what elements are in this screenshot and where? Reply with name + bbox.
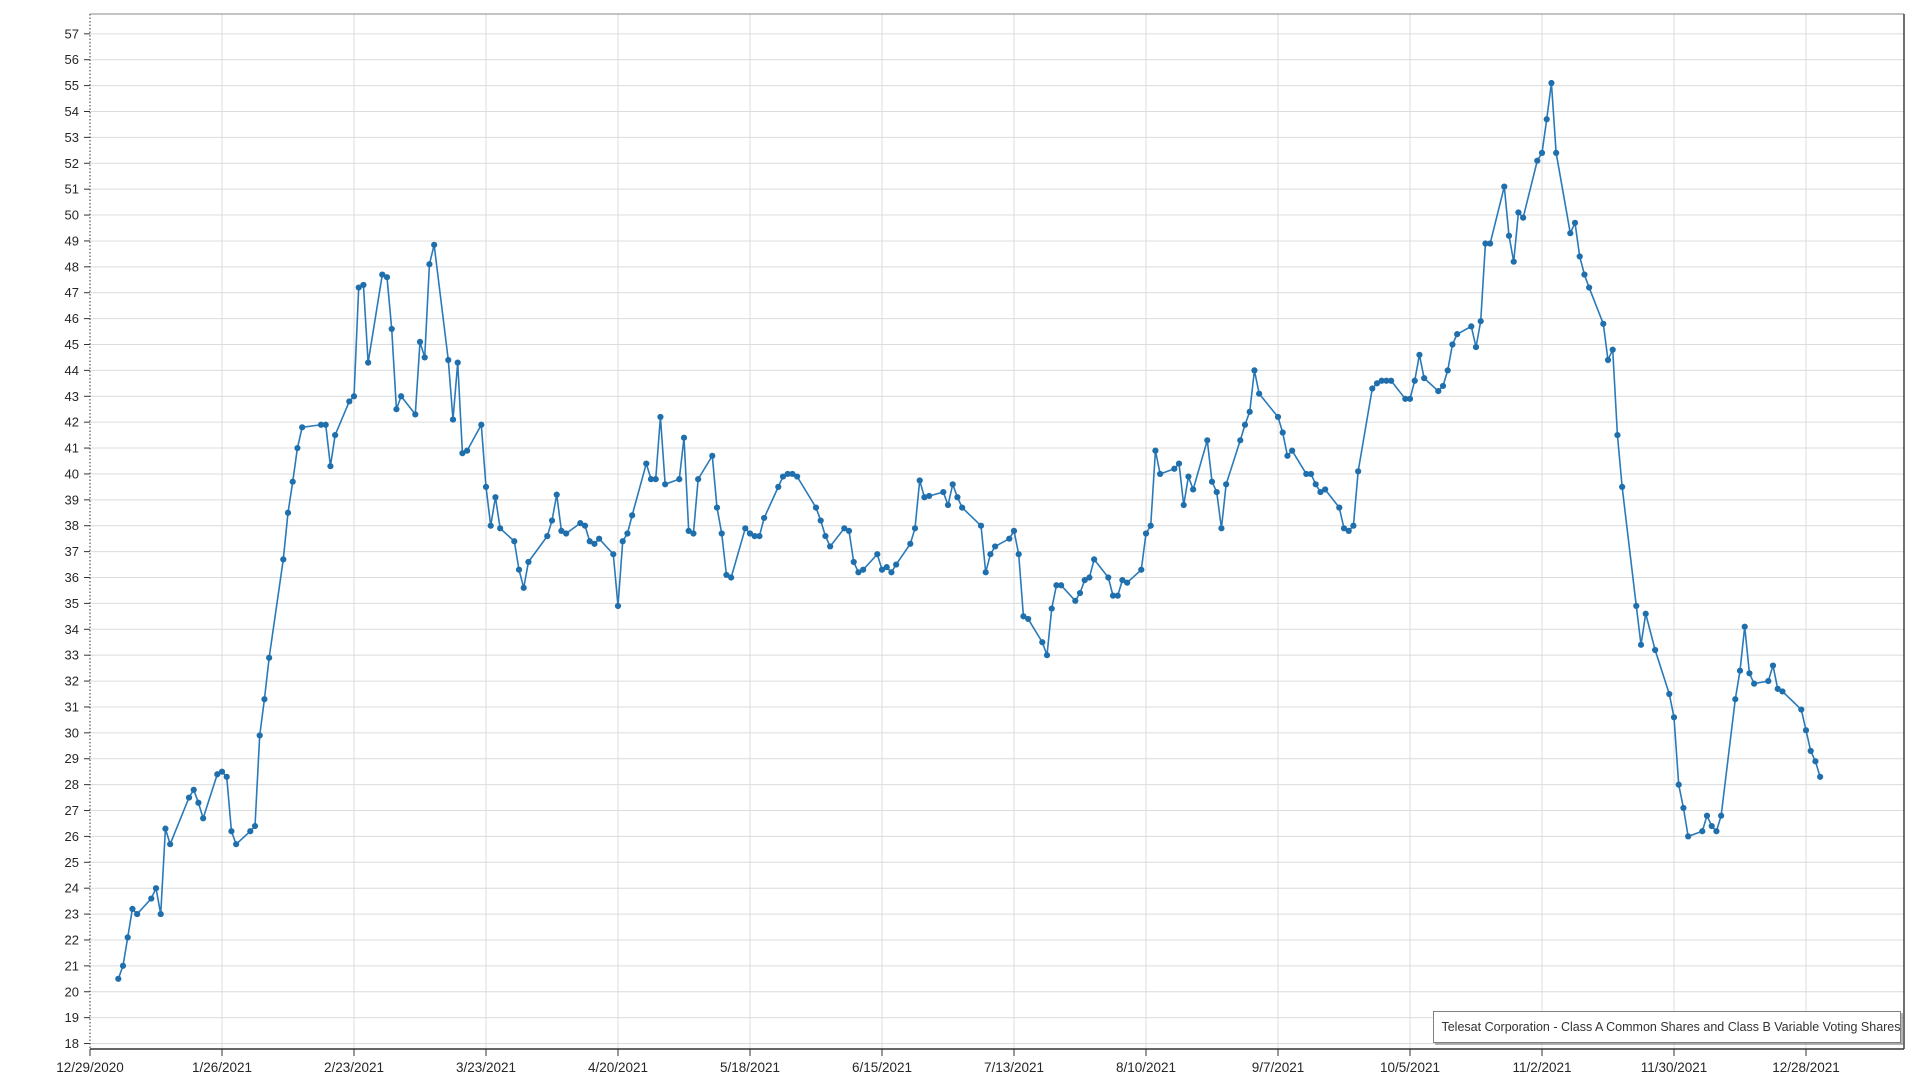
svg-text:10/5/2021: 10/5/2021 [1380, 1060, 1440, 1075]
svg-text:11/30/2021: 11/30/2021 [1641, 1060, 1708, 1075]
svg-text:9/7/2021: 9/7/2021 [1252, 1060, 1305, 1075]
legend: Telesat Corporation - Class A Common Sha… [1433, 1011, 1901, 1043]
svg-text:12/29/2020: 12/29/2020 [56, 1060, 124, 1075]
plot-border [89, 13, 1905, 1050]
svg-text:27: 27 [65, 803, 79, 818]
y-axis-ticks [84, 33, 90, 1045]
svg-text:35: 35 [65, 596, 79, 611]
y-axis-tick-labels: 18 19 20 21 22 23 24 25 26 27 28 29 30 31 32 33 34 35 36 37… [65, 26, 79, 1051]
svg-text:45: 45 [65, 337, 79, 352]
svg-text:42: 42 [65, 415, 79, 430]
svg-text:30: 30 [65, 725, 79, 740]
svg-text:26: 26 [65, 829, 79, 844]
x-axis-ticks [89, 1049, 1807, 1056]
svg-text:54: 54 [65, 104, 79, 119]
svg-text:6/15/2021: 6/15/2021 [852, 1060, 912, 1075]
svg-text:38: 38 [65, 518, 79, 533]
svg-text:11/2/2021: 11/2/2021 [1512, 1060, 1571, 1075]
svg-text:39: 39 [65, 492, 79, 507]
svg-text:51: 51 [65, 182, 79, 197]
svg-text:4/20/2021: 4/20/2021 [588, 1060, 648, 1075]
svg-text:23: 23 [65, 907, 79, 922]
svg-text:52: 52 [65, 156, 79, 171]
price-markers [115, 79, 1824, 982]
svg-text:8/10/2021: 8/10/2021 [1116, 1060, 1176, 1075]
svg-text:46: 46 [65, 311, 79, 326]
svg-text:36: 36 [65, 570, 79, 585]
svg-text:50: 50 [65, 208, 79, 223]
svg-text:31: 31 [65, 699, 79, 714]
svg-text:40: 40 [65, 466, 79, 481]
svg-text:56: 56 [65, 52, 79, 67]
svg-text:41: 41 [65, 441, 79, 456]
svg-text:24: 24 [65, 881, 79, 896]
x-axis-tick-labels: 12/29/2020 1/26/2021 2/23/2021 3/23/2021 4/2… [56, 1060, 1840, 1075]
svg-text:48: 48 [65, 259, 79, 274]
svg-text:57: 57 [65, 26, 79, 41]
svg-text:1/26/2021: 1/26/2021 [192, 1060, 252, 1075]
svg-text:5/18/2021: 5/18/2021 [720, 1060, 780, 1075]
svg-text:28: 28 [65, 777, 79, 792]
svg-text:33: 33 [65, 648, 79, 663]
legend-series-label: Telesat Corporation - Class A Common Sha… [1441, 1020, 1901, 1034]
svg-text:34: 34 [65, 622, 79, 637]
y-gridlines [90, 33, 1904, 1045]
svg-text:19: 19 [65, 1010, 79, 1025]
svg-text:21: 21 [65, 958, 79, 973]
svg-text:7/13/2021: 7/13/2021 [984, 1060, 1044, 1075]
svg-text:12/28/2021: 12/28/2021 [1772, 1060, 1840, 1075]
svg-text:32: 32 [65, 674, 79, 689]
svg-text:3/23/2021: 3/23/2021 [456, 1060, 516, 1075]
svg-text:49: 49 [65, 233, 79, 248]
svg-text:47: 47 [65, 285, 79, 300]
svg-text:53: 53 [65, 130, 79, 145]
svg-text:55: 55 [65, 78, 79, 93]
svg-text:44: 44 [65, 363, 79, 378]
svg-text:18: 18 [65, 1036, 79, 1051]
svg-text:20: 20 [65, 984, 79, 999]
svg-text:37: 37 [65, 544, 79, 559]
svg-text:2/23/2021: 2/23/2021 [324, 1060, 384, 1075]
svg-text:25: 25 [65, 855, 79, 870]
svg-text:29: 29 [65, 751, 79, 766]
svg-text:43: 43 [65, 389, 79, 404]
svg-text:22: 22 [65, 932, 79, 947]
